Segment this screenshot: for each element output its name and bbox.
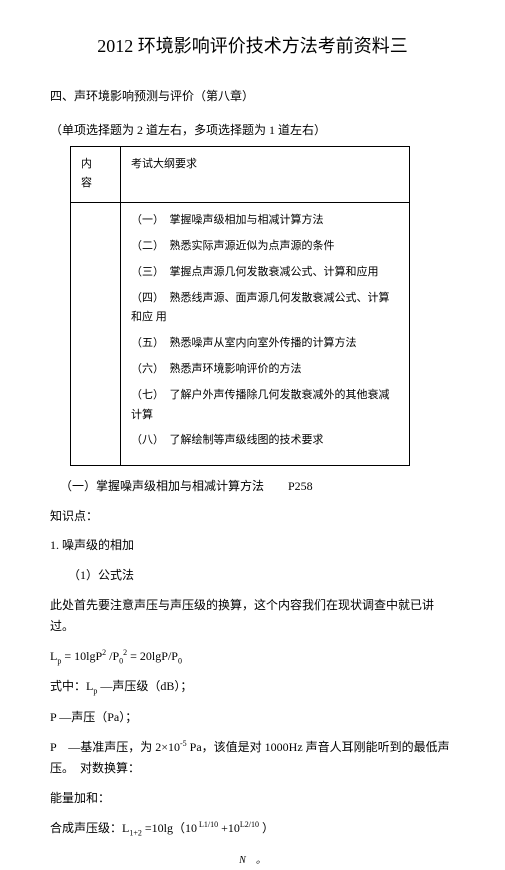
line-4: P —基准声压，为 2×10-5 Pa，该值是对 1000Hz 声音人耳刚能听到…: [50, 737, 455, 780]
formula-text: = 20lgP/P: [130, 649, 178, 663]
text: 式中：L: [50, 679, 93, 693]
formula-1: Lp = 10lgP2 /P02 = 20lgP/P0: [50, 646, 455, 669]
formula-text: /P: [109, 649, 119, 663]
formula-2: 合成声压级：L1+2 =10lg（10 L1/10 +10L2/10 ）: [50, 818, 455, 841]
table-outline-cell: （一） 掌握噪声级相加与相减计算方法 （二） 熟悉实际声源近似为点声源的条件 （…: [121, 203, 410, 466]
text: ）: [262, 821, 274, 835]
subscript: 0: [178, 656, 182, 665]
superscript: -5: [180, 739, 187, 748]
paragraph-1: 此处首先要注意声压与声压级的换算，这个内容我们在现状调查中就已讲过。: [50, 595, 455, 638]
text: 合成声压级：L: [50, 821, 129, 835]
line-2: 式中：Lp —声压级（dB）；: [50, 676, 455, 699]
outline-item: （二） 熟悉实际声源近似为点声源的条件: [131, 237, 399, 257]
outline-item: （四） 熟悉线声源、面声源几何发散衰减公式、计算和应 用: [131, 289, 399, 329]
line-5: 能量加和：: [50, 788, 455, 810]
page-title: 2012 环境影响评价技术方法考前资料三: [50, 30, 455, 62]
table-left-header: 内容: [71, 146, 121, 203]
superscript: L1/10: [197, 820, 218, 829]
outline-item: （七） 了解户外声传播除几何发散衰减外的其他衰减计算: [131, 386, 399, 426]
text: P —基准声压，为 2×10: [50, 740, 180, 754]
question-note: （单项选择题为 2 道左右，多项选择题为 1 道左右）: [50, 120, 455, 142]
outline-item: （六） 熟悉声环境影响评价的方法: [131, 360, 399, 380]
formula-text: = 10lgP: [64, 649, 102, 663]
outline-item: （一） 掌握噪声级相加与相减计算方法: [131, 211, 399, 231]
table-right-header: 考试大纲要求: [121, 146, 410, 203]
text: +10: [221, 821, 240, 835]
outline-table: 内容 考试大纲要求 （一） 掌握噪声级相加与相减计算方法 （二） 熟悉实际声源近…: [70, 146, 410, 467]
section-header: 四、声环境影响预测与评价（第八章）: [50, 86, 455, 108]
footer-note: N 。: [50, 852, 455, 870]
line-3: P —声压（Pa）；: [50, 707, 455, 729]
text: =10lg（10: [145, 821, 197, 835]
text: —声压级（dB）；: [100, 679, 192, 693]
subscript: 1+2: [129, 828, 142, 837]
knowledge-label: 知识点：: [50, 506, 455, 528]
superscript: L2/10: [240, 820, 259, 829]
subscript: p: [93, 687, 97, 696]
outline-item: （五） 熟悉噪声从室内向室外传播的计算方法: [131, 334, 399, 354]
heading-1-sub: （1）公式法: [50, 565, 455, 587]
subscript: p: [57, 656, 61, 665]
superscript: 2: [102, 648, 106, 657]
heading-1: 1. 噪声级的相加: [50, 535, 455, 557]
outline-item: （八） 了解绘制等声级线图的技术要求: [131, 431, 399, 451]
subscript: 0: [119, 656, 123, 665]
outline-item: （三） 掌握点声源几何发散衰减公式、计算和应用: [131, 263, 399, 283]
after-table-line: （一）掌握噪声级相加与相减计算方法 P258: [60, 476, 455, 498]
superscript: 2: [123, 648, 127, 657]
table-left-empty: [71, 203, 121, 466]
